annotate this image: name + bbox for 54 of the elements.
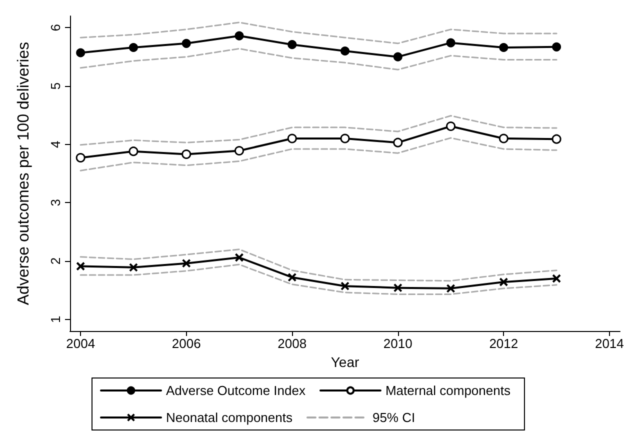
point (552, 42, 562, 52)
legend-label: 95% CI (372, 410, 416, 425)
x-tick-label: 2012 (489, 336, 518, 351)
legend-label: Neonatal components (166, 410, 293, 425)
line-series (80, 115, 558, 146)
line-series (80, 48, 558, 70)
line-series (80, 248, 558, 282)
point (552, 134, 562, 144)
point (446, 284, 456, 293)
point (498, 134, 508, 144)
point (393, 52, 402, 62)
point (182, 150, 192, 159)
point (287, 134, 297, 144)
y-tick-label: 1 (48, 316, 63, 323)
point (340, 134, 350, 144)
x-tick-label: 2006 (172, 336, 201, 351)
point (288, 40, 297, 50)
x-axis-title: Year (330, 354, 360, 370)
line-series (80, 264, 558, 295)
point (128, 146, 138, 156)
point (234, 146, 244, 156)
x-tick-label: 2004 (66, 336, 96, 351)
x-tick-label: 2014 (594, 336, 624, 351)
point (76, 153, 86, 162)
x-tick-label: 2010 (383, 336, 412, 351)
line-series (80, 137, 558, 172)
point (288, 272, 297, 282)
point (76, 262, 86, 271)
point (234, 253, 244, 262)
y-tick-label: 6 (48, 24, 63, 32)
x-tick-label: 2008 (278, 336, 307, 351)
point (552, 274, 562, 283)
y-tick-label: 4 (48, 140, 63, 148)
point (128, 262, 138, 272)
point (128, 43, 138, 52)
point (76, 48, 86, 58)
point (182, 258, 191, 268)
point (446, 122, 456, 131)
point (340, 46, 350, 56)
point (393, 283, 402, 292)
y-tick-label: 2 (48, 257, 63, 265)
point (446, 38, 456, 48)
point (182, 38, 191, 48)
y-axis-title: Adverse outcomes per 100 deliveries (16, 42, 32, 306)
point (499, 278, 508, 286)
point (234, 31, 244, 40)
point (340, 282, 350, 291)
point (393, 138, 403, 148)
y-tick-label: 3 (48, 199, 63, 206)
line-series (80, 22, 558, 44)
y-tick-label: 5 (48, 82, 63, 90)
point (499, 43, 508, 52)
legend-label: Adverse Outcome Index (166, 383, 306, 398)
legend-label: Maternal components (385, 383, 511, 398)
